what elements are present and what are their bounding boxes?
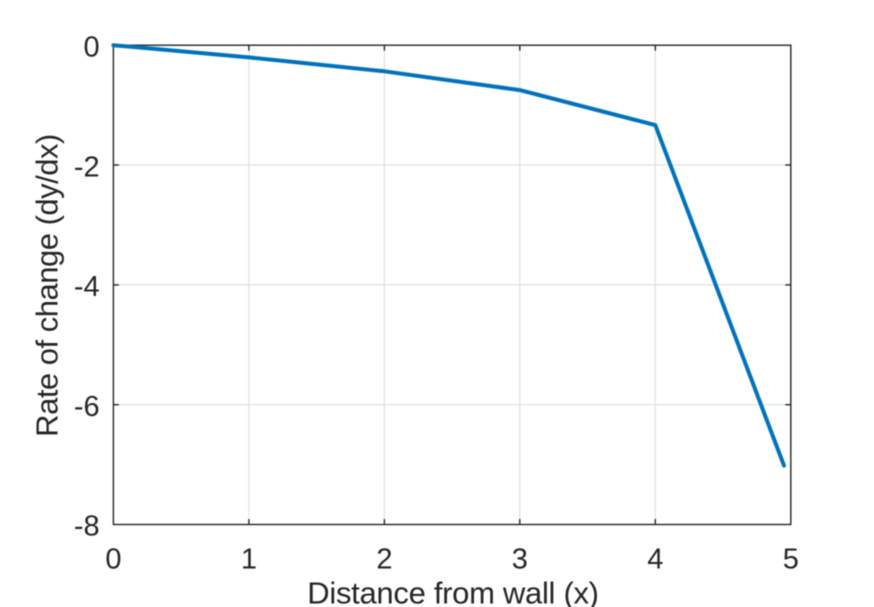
svg-text:-6: -6: [74, 391, 100, 423]
svg-text:1: 1: [241, 544, 257, 576]
svg-text:-4: -4: [74, 271, 100, 303]
svg-text:0: 0: [84, 32, 100, 64]
svg-text:4: 4: [647, 544, 663, 576]
svg-text:-8: -8: [74, 511, 100, 543]
svg-text:5: 5: [783, 544, 799, 576]
svg-text:0: 0: [105, 544, 121, 576]
svg-text:3: 3: [512, 544, 528, 576]
svg-text:Distance from wall (x): Distance from wall (x): [307, 576, 598, 607]
svg-text:-2: -2: [74, 151, 100, 183]
svg-text:Rate of change (dy/dx): Rate of change (dy/dx): [30, 134, 65, 437]
svg-text:2: 2: [376, 544, 392, 576]
